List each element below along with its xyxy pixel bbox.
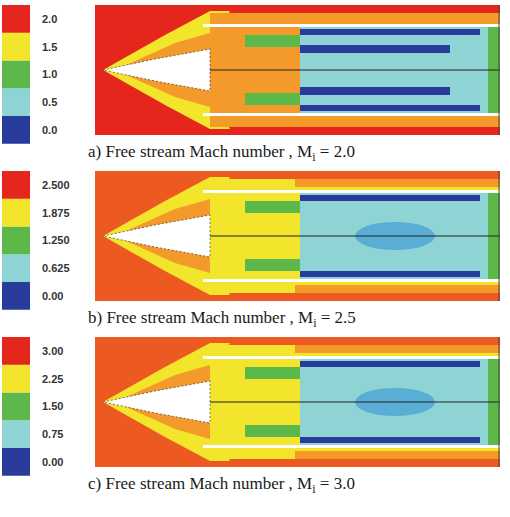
- colorbar-box: [2, 33, 30, 61]
- centerline: [210, 402, 500, 403]
- caption-text: = 2.5: [317, 308, 356, 327]
- freestream: [95, 5, 500, 135]
- low-speed-layer: [300, 271, 480, 277]
- caption: c) Free stream Mach number , Mi = 3.0: [88, 474, 355, 496]
- colorbar-label: 0.00: [42, 290, 63, 302]
- panel: 0.00 0.75 1.50 2.25 3.00 c) Free stream Mach …: [2, 337, 500, 496]
- colorbar-label: 1.50: [42, 400, 63, 412]
- panel: 0.0 0.5 1.0 1.5 2.0 a) Free stream Mach numbe…: [2, 5, 500, 164]
- outer-band: [295, 345, 500, 353]
- colorbar-label: 0.00: [42, 456, 63, 468]
- caption-text: = 3.0: [316, 474, 355, 493]
- centerbody: [103, 215, 210, 257]
- caption: a) Free stream Mach number , Mi = 2.0: [88, 142, 355, 164]
- colorbar-label: 0.75: [42, 428, 63, 440]
- field-edge: [499, 171, 500, 301]
- freestream: [95, 171, 500, 301]
- contour-field: [95, 171, 500, 301]
- colorbar-box: [2, 199, 30, 227]
- low-speed-layer: [300, 87, 450, 95]
- figure: 0.0 0.5 1.0 1.5 2.0 a) Free stream Mach numbe…: [0, 0, 510, 517]
- centerline: [210, 236, 500, 237]
- outer-band: [295, 451, 500, 459]
- colorbar-box: [2, 171, 30, 199]
- colorbar-box: [2, 282, 30, 310]
- field-edge: [499, 5, 500, 135]
- colorbar-box: [2, 448, 30, 476]
- cowl-wall: [203, 24, 500, 27]
- colorbar-label: 1.250: [42, 234, 70, 246]
- colorbar-box: [2, 61, 30, 89]
- centerline: [210, 70, 500, 71]
- outer-band: [295, 285, 500, 293]
- cowl-wall: [203, 190, 500, 193]
- colorbar-label: 1.5: [42, 41, 57, 53]
- cowl-wall: [203, 113, 500, 116]
- colorbar-label: 1.0: [42, 68, 57, 80]
- colorbar-label: 0.5: [42, 96, 57, 108]
- colorbar-box: [2, 88, 30, 116]
- colorbar-box: [2, 227, 30, 255]
- inlet-flow: [245, 367, 300, 379]
- freestream: [95, 337, 500, 467]
- low-speed-layer: [300, 29, 480, 35]
- colorbar-label: 0.0: [42, 124, 57, 136]
- colorbar-box: [2, 5, 30, 33]
- colorbar-box: [2, 116, 30, 144]
- centerbody: [103, 381, 210, 423]
- colorbar-label: 0.625: [42, 262, 70, 274]
- low-speed-layer: [300, 361, 480, 367]
- inlet-flow: [245, 425, 300, 437]
- colorbar-label: 2.25: [42, 373, 63, 385]
- colorbar-box: [2, 337, 30, 365]
- colorbar-box: [2, 393, 30, 421]
- colorbar-label: 2.500: [42, 179, 70, 191]
- outer-band: [295, 179, 500, 187]
- low-speed-layer: [300, 195, 480, 201]
- inlet-flow: [245, 259, 300, 271]
- colorbar-box: [2, 420, 30, 448]
- colorbar-label: 2.0: [42, 13, 57, 25]
- colorbar-label: 3.00: [42, 345, 63, 357]
- caption-text: = 2.0: [316, 142, 355, 161]
- cowl-wall: [203, 279, 500, 282]
- colorbar-box: [2, 254, 30, 282]
- caption-text: a) Free stream Mach number , M: [88, 142, 312, 161]
- contour-field: [95, 337, 500, 467]
- contour-field: [95, 5, 500, 135]
- low-speed-layer: [300, 105, 480, 111]
- low-speed-layer: [300, 45, 450, 53]
- field-edge: [499, 337, 500, 467]
- inlet-flow: [245, 35, 300, 47]
- cowl-wall: [203, 445, 500, 448]
- panel: 0.00 0.625 1.250 1.875 2.500 b) Free stream M…: [2, 171, 500, 330]
- centerbody: [103, 49, 210, 91]
- caption: b) Free stream Mach number , Mi = 2.5: [88, 308, 356, 330]
- inlet-flow: [245, 201, 300, 213]
- cowl-wall: [203, 356, 500, 359]
- low-speed-layer: [300, 437, 480, 443]
- colorbar-box: [2, 365, 30, 393]
- caption-text: c) Free stream Mach number , M: [88, 474, 312, 493]
- caption-text: b) Free stream Mach number , M: [88, 308, 313, 327]
- inlet-flow: [245, 93, 300, 105]
- outer-band: [295, 13, 500, 21]
- colorbar-label: 1.875: [42, 207, 70, 219]
- outer-band: [295, 119, 500, 127]
